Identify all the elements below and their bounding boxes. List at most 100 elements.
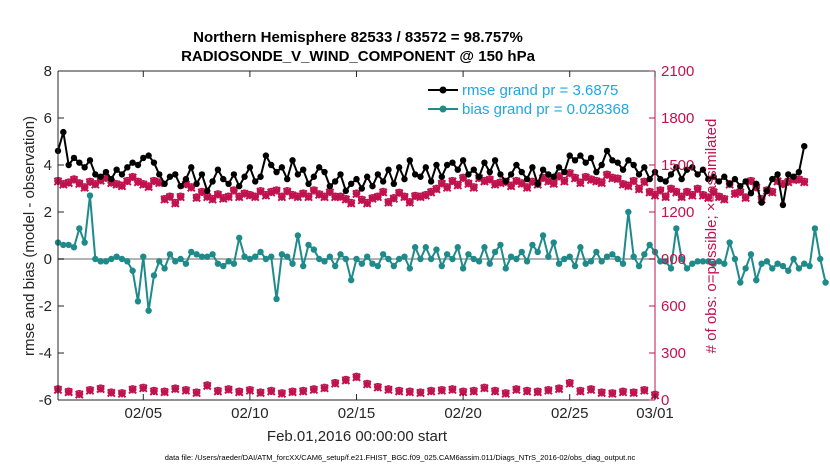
obs-count-low-assimilated-marker — [202, 381, 212, 391]
obs-count-assimilated-marker — [597, 178, 607, 188]
obs-count-assimilated-marker — [181, 180, 191, 189]
obs-count-assimilated-marker — [656, 186, 665, 196]
obs-count-assimilated-marker — [96, 176, 105, 185]
rmse-point — [337, 171, 344, 178]
obs-count-assimilated-marker — [256, 187, 265, 196]
rmse-point — [204, 187, 211, 195]
y-tick-label: 8 — [44, 63, 52, 80]
obs-count-assimilated-marker — [59, 180, 68, 189]
bias-point — [625, 208, 632, 216]
rmse-point — [705, 175, 712, 183]
rmse-point — [470, 166, 477, 173]
obs-count-assimilated-marker — [106, 178, 116, 188]
bias-point — [523, 258, 531, 265]
bias-point — [145, 307, 152, 314]
obs-count-low-assimilated-marker — [138, 383, 148, 393]
rmse-point — [683, 166, 691, 173]
obs-count-low-assimilated-marker — [458, 387, 468, 397]
rmse-point — [438, 173, 445, 180]
rmse-point — [619, 166, 627, 173]
rmse-point — [491, 157, 499, 164]
y-tick-label: -6 — [39, 392, 52, 409]
obs-count-low-assimilated-marker — [565, 379, 575, 388]
bias-point — [534, 248, 541, 256]
obs-count-assimilated-marker — [165, 192, 175, 202]
rmse-point — [321, 168, 328, 176]
obs-count-low-assimilated-marker — [64, 387, 73, 397]
rmse-point — [134, 161, 142, 169]
x-tick-label: 02/10 — [231, 405, 269, 422]
bias-point — [246, 255, 254, 263]
obs-count-assimilated-marker — [453, 181, 463, 190]
bias-point — [609, 251, 616, 258]
obs-count-assimilated-marker — [170, 199, 180, 208]
x-tick-label: 02/15 — [338, 405, 376, 422]
obs-count-assimilated-marker — [613, 174, 622, 184]
obs-count-assimilated-marker — [325, 188, 335, 197]
y2-tick-label: 1500 — [661, 157, 694, 174]
bias-point — [220, 262, 227, 270]
data-file-footnote: data file: /Users/raeder/DAI/ATM_forcXX/… — [165, 453, 636, 462]
obs-count-assimilated-marker — [469, 183, 479, 193]
bias-point — [321, 258, 328, 265]
rmse-point — [561, 168, 568, 176]
rmse-point — [689, 164, 696, 171]
rmse-point — [779, 201, 787, 209]
bias-point — [635, 262, 643, 270]
bias-point — [817, 255, 824, 263]
obs-count-assimilated-marker — [202, 192, 212, 202]
obs-count-assimilated-marker — [298, 189, 308, 199]
obs-count-low-assimilated-marker — [480, 383, 489, 393]
rmse-point — [395, 164, 403, 171]
obs-count-assimilated-marker — [336, 192, 345, 202]
bias-point — [683, 265, 691, 272]
rmse-point — [236, 182, 243, 190]
rmse-point — [795, 168, 803, 176]
bias-point — [614, 255, 621, 263]
bias-point — [113, 253, 120, 260]
obs-count-assimilated-marker — [592, 177, 601, 186]
legend-rmse-label: rmse grand pr = 3.6875 — [462, 82, 618, 99]
obs-count-low-assimilated-marker — [192, 388, 201, 398]
bias-point — [347, 276, 355, 284]
obs-count-assimilated-marker — [149, 177, 159, 186]
rmse-point — [102, 168, 110, 176]
bias-point — [182, 260, 190, 267]
rmse-point — [465, 171, 472, 178]
obs-count-assimilated-marker — [362, 199, 372, 208]
rmse-point — [241, 173, 248, 180]
y2-tick-label: 600 — [661, 298, 686, 315]
obs-count-assimilated-marker — [266, 188, 276, 197]
obs-count-low-assimilated-marker — [106, 388, 116, 398]
rmse-point — [667, 171, 675, 178]
y2-axis-label: # of obs: o=possible; ×=assimilated — [703, 119, 720, 354]
bias-point — [801, 260, 808, 267]
obs-count-assimilated-marker — [304, 192, 313, 202]
bias-point — [582, 260, 589, 267]
rmse-point — [390, 180, 398, 187]
bias-point — [161, 265, 168, 272]
y-tick-label: 4 — [44, 157, 52, 174]
bias-point — [747, 251, 755, 258]
bias-point — [236, 234, 243, 242]
obs-count-assimilated-marker — [437, 179, 447, 189]
rmse-point — [785, 171, 792, 178]
obs-count-assimilated-marker — [442, 183, 452, 193]
obs-count-low-assimilated-marker — [490, 387, 500, 396]
obs-count-assimilated-marker — [693, 184, 702, 194]
obs-count-low-assimilated-marker — [608, 389, 617, 399]
bias-point — [140, 253, 147, 260]
bias-point — [699, 258, 707, 265]
obs-count-assimilated-marker — [117, 181, 127, 191]
rmse-point — [214, 166, 222, 173]
rmse-point — [363, 173, 371, 180]
obs-count-low-assimilated-marker — [544, 386, 553, 395]
y-axis-label: rmse and bias (model - observation) — [21, 116, 38, 356]
obs-count-assimilated-marker — [560, 177, 569, 186]
x-tick-label: 02/05 — [125, 405, 163, 422]
rmse-point — [353, 175, 360, 183]
legend: rmse grand pr = 3.6875 bias grand pr = 0… — [428, 82, 629, 118]
rmse-point — [278, 164, 286, 171]
obs-count-assimilated-marker — [432, 184, 441, 194]
rmse-point — [475, 173, 483, 180]
